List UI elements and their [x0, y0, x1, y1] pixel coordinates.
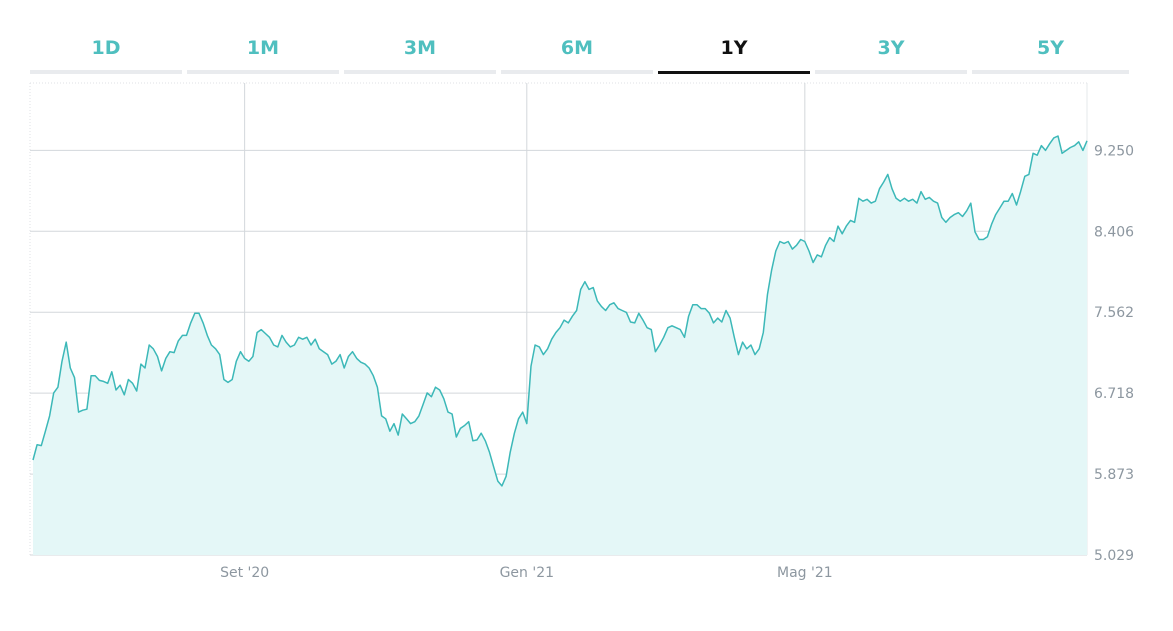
y-tick-label: 5.873 [1094, 467, 1134, 483]
x-tick-label: Set '20 [220, 565, 269, 581]
tab-1y[interactable]: 1Y [658, 0, 810, 76]
tab-label: 1Y [720, 37, 748, 59]
tab-label: 3M [403, 37, 437, 59]
tab-underline [30, 70, 182, 74]
tab-underline [187, 70, 339, 74]
y-axis-ticks: 5.029 5.873 6.718 7.562 8.406 9.250 [1094, 143, 1134, 564]
tab-underline [501, 70, 653, 74]
tab-label: 1D [91, 37, 121, 59]
tab-6m[interactable]: 6M [501, 0, 653, 76]
x-axis-ticks: Set '20 Gen '21 Mag '21 [220, 565, 833, 581]
y-tick-label: 7.562 [1094, 305, 1134, 321]
area-fill [33, 136, 1087, 555]
tab-underline [972, 70, 1129, 74]
tab-3m[interactable]: 3M [344, 0, 496, 76]
tab-underline [344, 70, 496, 74]
tab-label: 1M [246, 37, 280, 59]
price-line [32, 135, 1088, 487]
tab-label: 6M [560, 37, 594, 59]
y-tick-label: 6.718 [1094, 386, 1134, 402]
tab-label: 3Y [877, 37, 905, 59]
tab-1d[interactable]: 1D [30, 0, 182, 76]
tab-label: 5Y [1037, 37, 1064, 59]
x-tick-label: Mag '21 [777, 565, 833, 581]
tab-5y[interactable]: 5Y [972, 0, 1129, 76]
timeframe-tabs: 1D 1M 3M 6M 1Y 3Y 5Y [30, 0, 1129, 76]
tab-1m[interactable]: 1M [187, 0, 339, 76]
y-tick-label: 5.029 [1094, 548, 1134, 564]
x-tick-label: Gen '21 [500, 565, 554, 581]
tab-underline [658, 71, 810, 74]
tab-3y[interactable]: 3Y [815, 0, 967, 76]
y-tick-label: 8.406 [1094, 224, 1134, 240]
y-tick-label: 9.250 [1094, 143, 1134, 159]
tab-underline [815, 70, 967, 74]
